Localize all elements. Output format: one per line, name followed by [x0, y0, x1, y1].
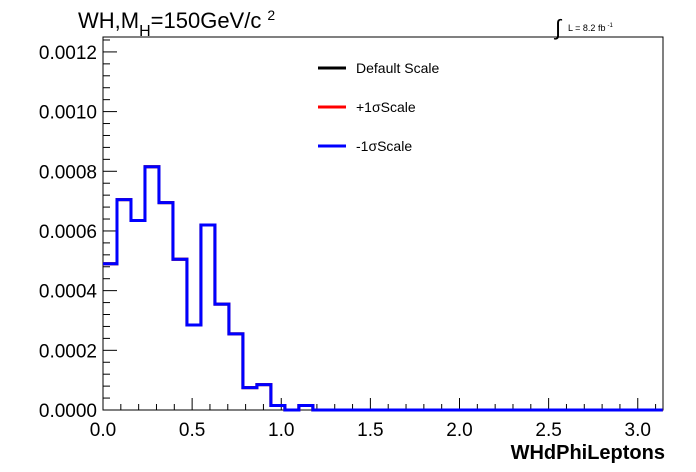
- x-tick-label: 2.5: [535, 420, 561, 441]
- legend: Default Scale +1σScale -1σScale: [318, 60, 439, 154]
- histogram-series: [103, 165, 663, 412]
- x-tick-label: 1.0: [268, 420, 294, 441]
- y-tick-label: 0.0000: [39, 401, 97, 422]
- chart-title: WH,MH=150GeV/c 2: [78, 7, 275, 40]
- title-subscript: H: [139, 23, 151, 40]
- x-tick-label: 0.0: [90, 420, 116, 441]
- title-rest: =150GeV/c: [151, 8, 262, 33]
- legend-label: Default Scale: [356, 60, 439, 76]
- legend-label: -1σScale: [356, 138, 412, 154]
- lumi-text: L = 8.2 fb -1: [568, 23, 613, 33]
- y-tick-label: 0.0012: [39, 43, 97, 64]
- integral-symbol: ∫: [553, 15, 563, 40]
- x-tick-label: 1.5: [357, 420, 383, 441]
- x-tick-label: 2.0: [446, 420, 472, 441]
- lumi-superscript: -1: [607, 23, 613, 29]
- y-tick-label: 0.0004: [39, 282, 98, 303]
- y-tick-label: 0.0002: [39, 341, 97, 362]
- x-tick-label: 3.0: [625, 420, 651, 441]
- title-superscript: 2: [267, 7, 275, 23]
- y-tick-label: 0.0006: [39, 222, 97, 243]
- legend-label: +1σScale: [356, 99, 416, 115]
- x-tick-label: 0.5: [179, 420, 205, 441]
- y-tick-label: 0.0010: [39, 103, 97, 124]
- luminosity-label: ∫ L = 8.2 fb -1: [553, 15, 613, 40]
- x-axis-label: WHdPhiLeptons: [511, 442, 665, 464]
- title-main: WH,M: [78, 8, 139, 33]
- axes: 0.00000.00020.00040.00060.00080.00100.00…: [39, 39, 657, 441]
- plot-frame: [102, 36, 664, 411]
- lumi-value: L = 8.2 fb: [568, 23, 605, 33]
- histogram-line-minus1sigma: [103, 165, 663, 412]
- y-tick-label: 0.0008: [39, 162, 97, 183]
